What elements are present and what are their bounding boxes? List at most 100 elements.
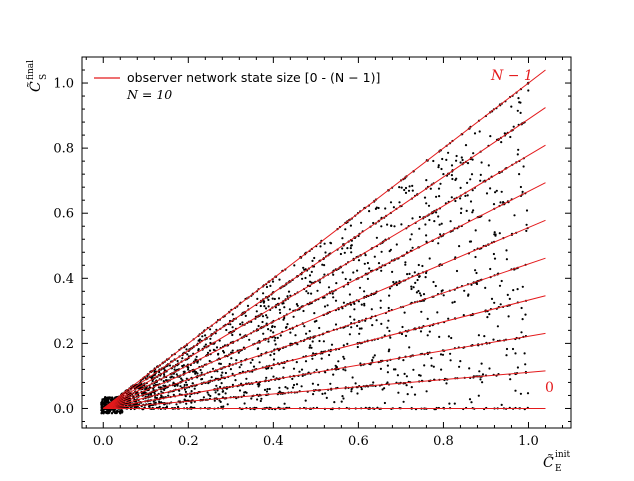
scatter-point: [440, 222, 443, 225]
scatter-point: [478, 370, 481, 373]
scatter-point: [136, 405, 139, 408]
scatter-point: [466, 162, 470, 165]
scatter-point: [479, 378, 482, 381]
scatter-point: [342, 344, 345, 347]
scatter-point: [267, 298, 270, 301]
red-line-6: [103, 182, 546, 409]
scatter-point: [412, 368, 415, 371]
scatter-point: [517, 148, 520, 151]
scatter-point: [514, 389, 517, 392]
scatter-point: [470, 401, 473, 404]
scatter-point: [252, 365, 256, 368]
scatter-point: [214, 391, 217, 394]
scatter-point: [220, 374, 223, 377]
scatter-point: [305, 290, 308, 293]
scatter-point: [259, 399, 262, 403]
scatter-point: [516, 153, 519, 156]
y-axis-label-main: C̃: [26, 81, 44, 92]
scatter-point: [216, 389, 219, 392]
line-label-top: N − 1: [490, 68, 533, 84]
scatter-point: [439, 182, 442, 185]
scatter-point: [266, 316, 269, 319]
scatter-point: [509, 135, 512, 139]
red-line-3: [103, 295, 546, 409]
scatter-point: [500, 403, 503, 406]
scatter-point: [342, 397, 345, 400]
scatter-point: [403, 188, 406, 192]
scatter-point: [298, 370, 301, 373]
scatter-point: [112, 410, 115, 413]
scatter-point: [425, 390, 428, 393]
scatter-point: [435, 195, 438, 198]
scatter-point: [435, 211, 438, 214]
scatter-point: [388, 294, 391, 297]
scatter-point: [310, 270, 313, 273]
scatter-point: [329, 242, 333, 245]
red-line-8: [102, 107, 546, 409]
scatter-point: [441, 157, 444, 161]
scatter-point: [519, 185, 523, 189]
scatter-point: [488, 219, 491, 222]
scatter-point: [468, 398, 472, 401]
scatter-point: [204, 343, 207, 346]
scatter-point: [203, 345, 206, 348]
x-axis-label-main: C̃: [543, 453, 554, 471]
scatter-point: [258, 361, 261, 364]
scatter-point: [356, 345, 359, 349]
scatter-point: [353, 302, 356, 305]
scatter-point: [400, 332, 404, 336]
scatter-point: [335, 282, 338, 285]
scatter-point: [447, 335, 450, 338]
scatter-point: [360, 388, 363, 391]
scatter-point: [316, 289, 319, 292]
scatter-point: [193, 370, 196, 373]
scatter-point: [277, 349, 280, 352]
scatter-point: [248, 338, 251, 341]
scatter-point: [230, 351, 233, 354]
scatter-point: [527, 89, 530, 92]
scatter-point: [142, 392, 145, 395]
scatter-point: [410, 285, 413, 288]
scatter-point: [459, 186, 462, 189]
scatter-point: [194, 372, 197, 375]
red-line-7: [103, 144, 546, 409]
scatter-point: [521, 318, 524, 321]
scatter-point: [489, 135, 492, 138]
scatter-point: [342, 301, 345, 304]
scatter-point: [525, 229, 528, 232]
scatter-point: [331, 292, 334, 295]
scatter-point: [425, 240, 428, 243]
scatter-point: [342, 355, 345, 358]
scatter-point: [469, 200, 473, 203]
legend-subtitle: N = 10: [126, 87, 172, 102]
scatter-point: [411, 184, 414, 187]
scatter-point: [407, 189, 411, 192]
scatter-point: [479, 173, 482, 176]
scatter-point: [493, 301, 496, 304]
scatter-point: [250, 397, 253, 400]
scatter-point: [449, 352, 452, 355]
scatter-point: [386, 223, 389, 226]
scatter-point: [450, 164, 454, 167]
scatter-point: [349, 278, 352, 281]
scatter-point: [270, 367, 273, 370]
scatter-point: [231, 313, 234, 316]
scatter-point: [200, 371, 203, 374]
scatter-point: [318, 326, 321, 330]
scatter-point: [149, 393, 153, 396]
scatter-point: [168, 364, 172, 367]
scatter-point: [292, 367, 296, 370]
scatter-point: [224, 392, 227, 395]
scatter-point: [189, 406, 193, 409]
scatter-point: [313, 256, 316, 260]
scatter-point: [447, 151, 450, 154]
scatter-point: [474, 255, 477, 259]
scatter-point: [230, 357, 233, 360]
scatter-point: [185, 377, 188, 380]
scatter-point: [213, 399, 216, 402]
scatter-point: [388, 348, 391, 351]
scatter-point: [287, 290, 291, 293]
scatter-point: [107, 397, 111, 400]
scatter-point: [311, 357, 314, 360]
scatter-point: [478, 130, 481, 133]
